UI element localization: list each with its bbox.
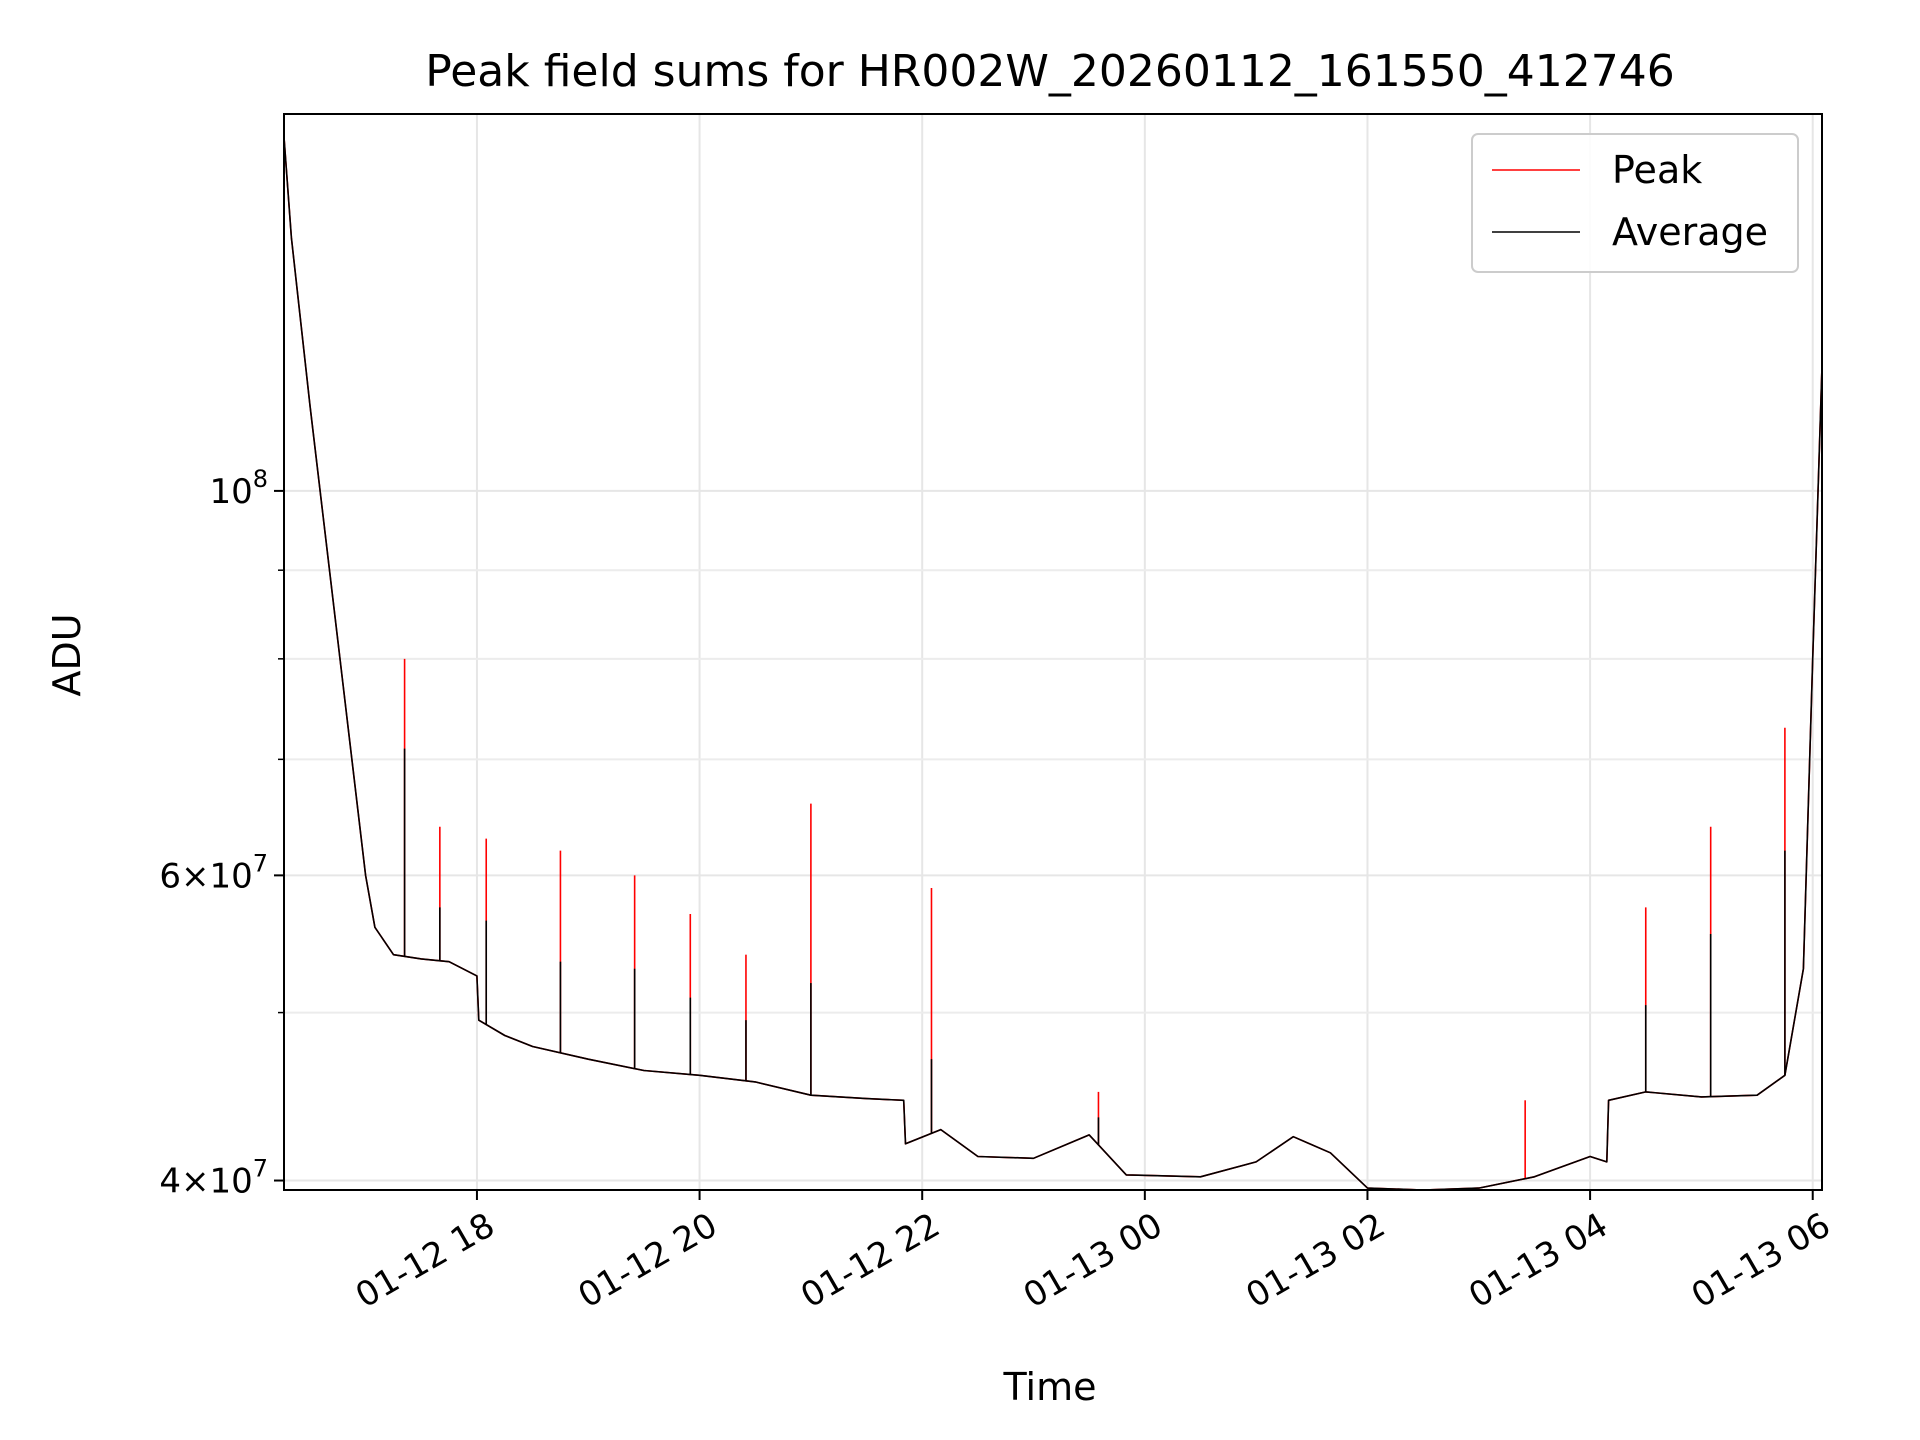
legend-label-average: Average (1612, 210, 1768, 254)
x-tick-label: 01-12 18 (349, 1205, 501, 1316)
legend-label-peak: Peak (1612, 148, 1702, 192)
plot-frame (283, 113, 1823, 1191)
x-tick-label: 01-12 20 (572, 1205, 724, 1316)
y-tick-label: 4×107 (159, 1155, 268, 1202)
y-tick-label: 6×107 (159, 849, 268, 896)
x-tick-label: 01-13 02 (1240, 1205, 1392, 1316)
series-average (283, 137, 1823, 1191)
legend: Peak Average (1471, 133, 1799, 273)
x-tick-label: 01-13 06 (1685, 1205, 1837, 1316)
series-layer (283, 137, 1823, 1191)
y-tick-label: 108 (209, 465, 268, 512)
chart-title: Peak field sums for HR002W_20260112_1615… (425, 46, 1675, 97)
series-peak (283, 137, 1823, 1191)
x-tick-label: 01-13 00 (1017, 1205, 1169, 1316)
grid (284, 114, 1822, 1190)
series-line-average (283, 137, 1823, 1191)
series-line-peak (283, 137, 1823, 1191)
legend-box (1471, 133, 1799, 273)
x-tick-label: 01-12 22 (794, 1205, 946, 1316)
x-axis: 01-12 18 01-12 20 01-12 22 01-13 00 01-13 02… (349, 1190, 1837, 1316)
y-axis-label: ADU (45, 613, 89, 696)
x-tick-label: 01-13 04 (1462, 1205, 1614, 1316)
y-axis: 4×107 6×107 108 (159, 465, 284, 1202)
x-axis-label: Time (1003, 1365, 1097, 1409)
